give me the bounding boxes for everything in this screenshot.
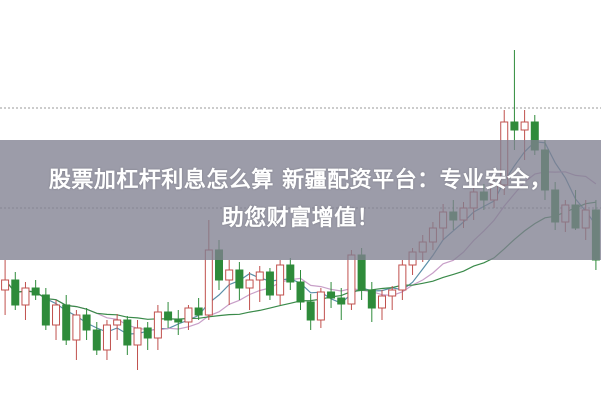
candle-body xyxy=(225,269,234,281)
candle-body xyxy=(388,289,397,297)
candle-body xyxy=(347,254,356,305)
candle-body xyxy=(245,279,254,289)
candle xyxy=(245,272,254,310)
candle-body xyxy=(296,281,305,303)
title-line-2: 助您财富增值！ xyxy=(221,206,380,231)
candle-body xyxy=(520,121,529,131)
candle-body xyxy=(52,304,61,326)
candle-body xyxy=(235,269,244,289)
candle xyxy=(102,320,111,360)
candle-body xyxy=(510,121,519,131)
candle xyxy=(123,316,132,355)
candle-body xyxy=(255,271,264,281)
candle-body xyxy=(102,324,111,351)
candle xyxy=(113,314,122,340)
candle xyxy=(21,282,30,320)
candle xyxy=(388,286,397,310)
candle-body xyxy=(113,319,122,326)
candle xyxy=(225,260,234,305)
candle xyxy=(174,310,183,335)
candle-body xyxy=(174,319,183,323)
candle-body xyxy=(337,297,346,305)
candle xyxy=(398,260,407,300)
candle xyxy=(316,288,325,328)
candle-body xyxy=(184,307,193,323)
candle-body xyxy=(31,287,40,296)
candle-body xyxy=(367,289,376,309)
candle-body xyxy=(357,254,366,291)
candle xyxy=(11,272,20,310)
candle xyxy=(1,260,10,315)
candle-body xyxy=(306,301,315,321)
candle xyxy=(367,282,376,322)
candle xyxy=(62,295,71,345)
candle-body xyxy=(316,291,325,321)
title-line-1: 股票加杠杆利息怎么算 新疆配资平台：专业安全， xyxy=(48,168,553,193)
candle xyxy=(41,288,50,330)
candle xyxy=(133,320,142,370)
candle-body xyxy=(164,311,173,321)
candle-body xyxy=(286,264,295,283)
candle-body xyxy=(265,271,274,296)
candle xyxy=(337,288,346,320)
candle xyxy=(327,282,336,308)
candle-body xyxy=(1,279,10,291)
candle-body xyxy=(41,294,50,326)
candle-body xyxy=(62,304,71,341)
candle xyxy=(164,302,173,328)
candle-body xyxy=(143,327,152,339)
candle xyxy=(153,305,162,350)
candle-body xyxy=(276,264,285,296)
candle xyxy=(82,308,91,340)
candle xyxy=(510,50,519,150)
candle xyxy=(255,266,264,302)
candle xyxy=(235,262,244,300)
candle-body xyxy=(153,311,162,339)
candle-body xyxy=(21,287,30,306)
candle-body xyxy=(72,314,81,341)
candle-body xyxy=(133,327,142,346)
candle-body xyxy=(11,279,20,306)
candle-body xyxy=(398,264,407,291)
title-banner: 股票加杠杆利息怎么算 新疆配资平台：专业安全， 助您财富增值！ xyxy=(0,140,601,260)
candle xyxy=(52,300,61,340)
candle xyxy=(143,322,152,350)
candle-body xyxy=(327,291,336,299)
candle-body xyxy=(123,319,132,346)
candle xyxy=(306,294,315,330)
candle xyxy=(286,258,295,290)
candle-body xyxy=(377,295,386,309)
candle xyxy=(72,310,81,360)
candle xyxy=(184,305,193,330)
candle xyxy=(296,270,305,310)
candle-body xyxy=(194,307,203,316)
candle xyxy=(377,290,386,320)
candle xyxy=(194,298,203,320)
candle xyxy=(265,268,274,300)
candle xyxy=(276,260,285,305)
candle-body xyxy=(92,329,101,351)
candle xyxy=(92,322,101,355)
candle-body xyxy=(82,314,91,331)
candle xyxy=(31,280,40,300)
